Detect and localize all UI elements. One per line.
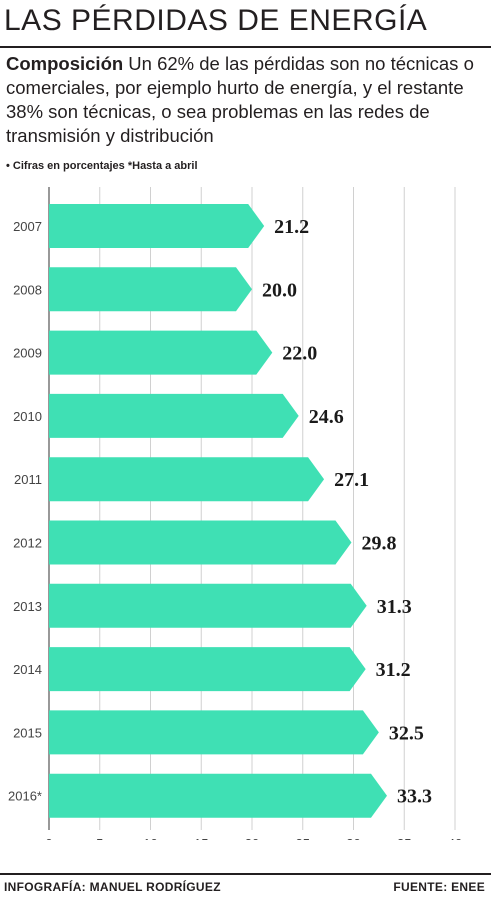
x-tick-label: 5 (96, 836, 103, 840)
data-label: 21.2 (274, 216, 309, 238)
bar (49, 457, 325, 502)
bar (49, 647, 366, 692)
data-label: 20.0 (262, 279, 297, 301)
data-label: 33.3 (397, 786, 432, 808)
bar (49, 393, 299, 438)
bar (49, 520, 352, 565)
data-label: 27.1 (334, 469, 369, 491)
data-label: 32.5 (389, 722, 424, 744)
x-tick-label: 0 (45, 836, 52, 840)
footer-divider (0, 873, 491, 875)
description-text: Un 62% de las pérdidas son no técnicas o… (6, 53, 474, 146)
y-tick-label: 2008 (13, 282, 42, 297)
bar (49, 773, 387, 818)
bar (49, 267, 252, 312)
chart-title: LAS PÉRDIDAS DE ENERGÍA (4, 4, 428, 37)
description-lead: Composición (6, 53, 124, 74)
x-axis-labels: 0 5 10 15 20 25 30 35 40 (45, 836, 462, 840)
y-tick-label: 2010 (13, 409, 42, 424)
y-tick-label: 2014 (13, 662, 42, 677)
chart-description: Composición Un 62% de las pérdidas son n… (6, 52, 486, 148)
y-tick-label: 2009 (13, 346, 42, 361)
bar (49, 583, 367, 628)
y-tick-label: 2011 (14, 472, 42, 487)
bar (49, 330, 273, 375)
data-label: 31.3 (377, 596, 412, 618)
bar (49, 204, 265, 248)
bar (49, 710, 379, 755)
y-axis-labels: 2007 2008 2009 2010 2011 2012 2013 2014 2015 2016… (8, 219, 42, 804)
data-label: 31.2 (376, 659, 411, 681)
x-tick-label: 20 (245, 836, 259, 840)
y-tick-label: 2012 (13, 536, 42, 551)
chart-note: • Cifras en porcentajes *Hasta a abril (6, 160, 198, 172)
x-tick-label: 25 (296, 836, 310, 840)
x-tick-label: 10 (143, 836, 157, 840)
x-tick-label: 30 (346, 836, 360, 840)
title-divider (0, 46, 491, 48)
bar-chart: 2007200820092010201120122013201420152016… (8, 187, 462, 840)
x-tick-label: 40 (448, 836, 462, 840)
y-tick-label: 2013 (13, 599, 42, 614)
data-label: 29.8 (361, 533, 396, 555)
credit-text: INFOGRAFÍA: MANUEL RODRÍGUEZ (4, 880, 221, 894)
bars (49, 204, 387, 818)
x-tick-label: 15 (194, 836, 208, 840)
x-tick-label: 35 (397, 836, 411, 840)
y-tick-label: 2007 (13, 219, 42, 234)
data-label: 24.6 (309, 406, 344, 428)
y-tick-label: 2015 (13, 725, 42, 740)
data-labels: 21.2 20.0 22.0 24.6 27.1 29.8 31.3 31.2 32.5 33.3 (262, 216, 432, 808)
y-tick-label: 2016* (8, 789, 42, 804)
source-text: FUENTE: ENEE (393, 880, 485, 894)
data-label: 22.0 (282, 343, 317, 365)
